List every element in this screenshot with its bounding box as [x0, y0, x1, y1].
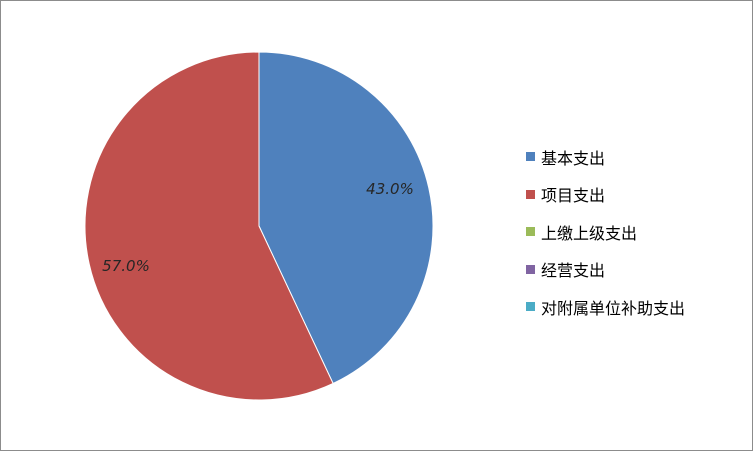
- legend-label: 项目支出: [541, 186, 606, 206]
- legend-label: 上缴上级支出: [541, 223, 638, 243]
- legend-swatch: [526, 189, 535, 199]
- legend-swatch: [526, 264, 535, 274]
- legend-label: 对附属单位补助支出: [541, 298, 686, 318]
- data-label-2: 57.0%: [102, 257, 150, 275]
- legend-item: 上缴上级支出: [526, 213, 685, 251]
- legend-item: 对附属单位补助支出: [526, 288, 685, 326]
- legend-item: 基本支出: [526, 138, 685, 176]
- legend-label: 基本支出: [541, 148, 606, 168]
- legend-swatch: [526, 152, 535, 162]
- legend-label: 经营支出: [541, 261, 606, 281]
- pie-slice-1: [258, 51, 434, 385]
- legend-item: 项目支出: [526, 176, 685, 214]
- pie-slice-2: [84, 51, 334, 401]
- legend-swatch: [526, 302, 535, 312]
- legend-swatch: [526, 227, 535, 237]
- data-label-1: 43.0%: [366, 180, 414, 198]
- legend-item: 经营支出: [526, 251, 685, 289]
- legend: 基本支出项目支出上缴上级支出 经营支出对附属单位补助支出: [526, 138, 685, 326]
